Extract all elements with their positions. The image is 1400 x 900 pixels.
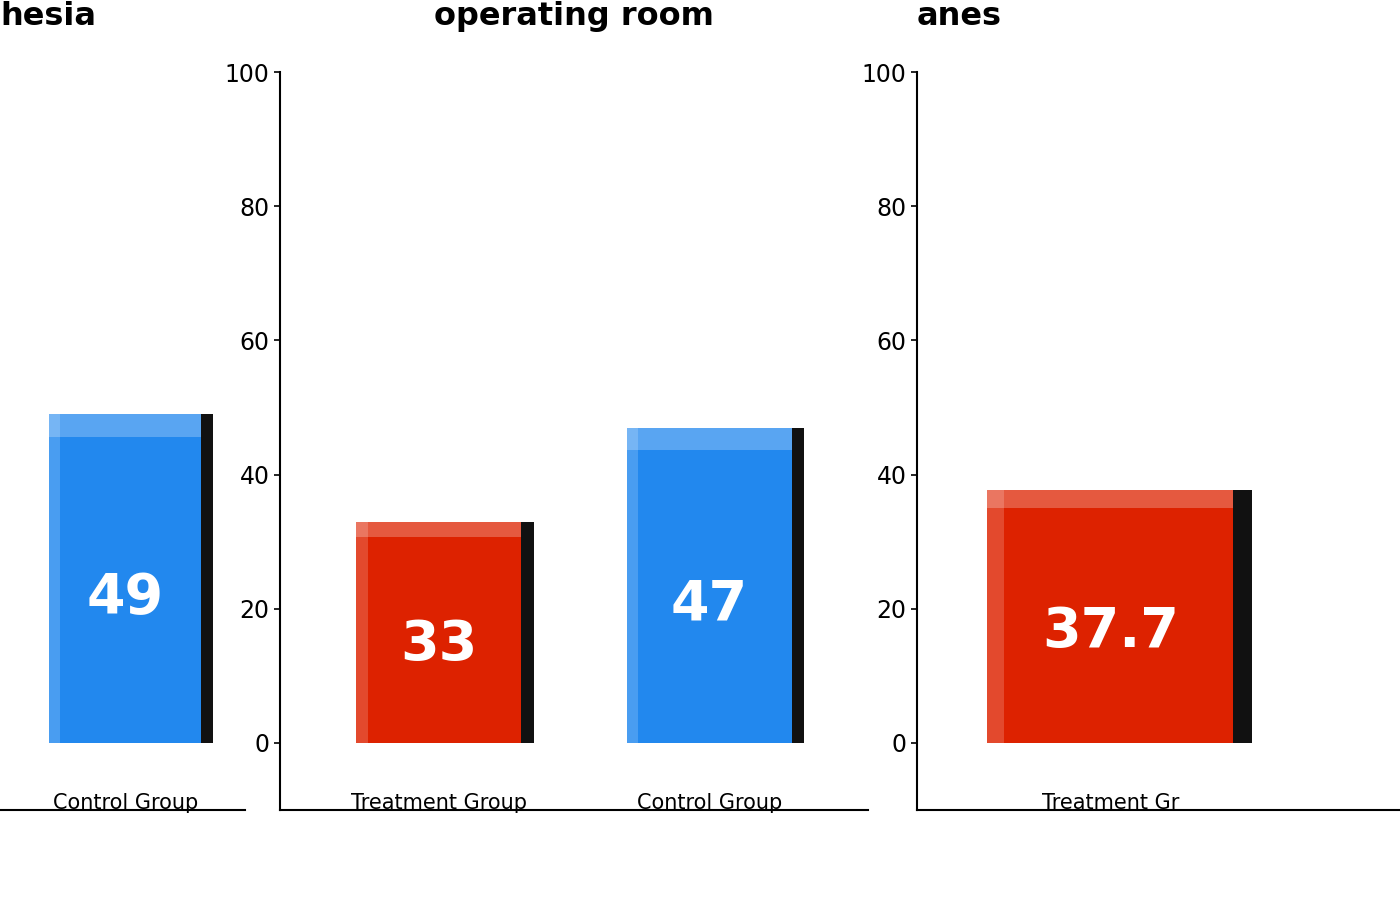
Bar	[357, 521, 521, 537]
Bar	[370, 521, 533, 742]
Text: 37.7: 37.7	[1042, 605, 1179, 659]
Text: Treatment Gr: Treatment Gr	[1042, 793, 1179, 814]
Bar	[49, 414, 60, 742]
Bar	[357, 521, 368, 742]
Text: l of mothers
nduction of
hesia: l of mothers nduction of hesia	[0, 0, 218, 32]
Bar	[627, 428, 791, 742]
Bar	[49, 414, 202, 742]
Bar	[62, 414, 213, 742]
Bar	[640, 428, 805, 742]
Bar	[627, 428, 638, 742]
Bar	[357, 521, 521, 742]
Text: Anxiety level of children
upon entrance to
operating room: Anxiety level of children upon entrance …	[354, 0, 794, 32]
Bar	[987, 490, 1004, 742]
Text: Control Group: Control Group	[53, 793, 197, 814]
Text: 33: 33	[400, 618, 477, 672]
Bar	[987, 490, 1233, 742]
Bar	[627, 428, 791, 450]
Text: Treatment Group: Treatment Group	[351, 793, 526, 814]
Text: 49: 49	[87, 572, 164, 626]
Bar	[987, 490, 1233, 508]
Bar	[49, 414, 202, 437]
Text: Anxiety
during
anes: Anxiety during anes	[917, 0, 1054, 32]
Text: 47: 47	[671, 577, 748, 631]
Text: Control Group: Control Group	[637, 793, 781, 814]
Bar	[1007, 490, 1253, 742]
